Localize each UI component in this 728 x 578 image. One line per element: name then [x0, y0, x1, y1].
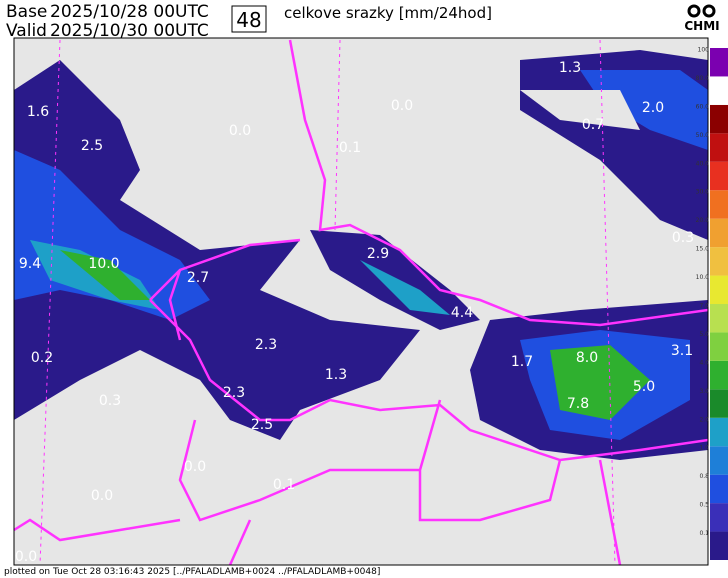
colorbar-label: 3.0: [699, 388, 709, 395]
colorbar-label: 7.0: [699, 303, 709, 310]
point-value: 2.3: [223, 385, 245, 401]
point-value: 4.4: [451, 305, 473, 321]
colorbar-swatch: [710, 503, 728, 532]
colorbar-label: 100: [698, 47, 710, 54]
logo-icon: [702, 4, 716, 18]
colorbar-label: 40.0: [696, 160, 710, 167]
point-value: 1.3: [559, 60, 581, 76]
colorbar-label: 0.1: [699, 530, 709, 537]
colorbar-label: 4.0: [699, 359, 709, 366]
colorbar-swatch: [710, 48, 728, 77]
logo: CHMI: [684, 19, 719, 33]
colorbar-swatch: [710, 531, 728, 560]
forecast-hour: 48: [236, 8, 261, 32]
border: [13, 39, 709, 566]
colorbar-swatch: [710, 133, 728, 162]
precip-area: [60, 250, 150, 300]
point-value: 0.3: [99, 393, 121, 409]
point-value: 2.7: [187, 270, 209, 286]
colorbar-swatch: [710, 275, 728, 304]
valid-label: Valid: [6, 21, 47, 41]
colorbar-label: 80.0: [696, 75, 710, 82]
colorbar-label: 30.0: [696, 189, 710, 196]
point-value: 0.0: [391, 98, 413, 114]
colorbar-swatch: [710, 474, 728, 504]
point-value: 0.1: [339, 140, 361, 156]
colorbar-label: 1.0: [699, 445, 709, 452]
point-value: 8.0: [576, 350, 598, 366]
colorbar-label: 10.0: [696, 274, 710, 281]
point-value: 0.3: [672, 230, 694, 246]
precip-area: [360, 260, 450, 315]
colorbar-label: 60.0: [696, 103, 710, 110]
base-time: 2025/10/28 00UTC: [50, 2, 209, 22]
map-frame: [13, 37, 709, 566]
point-value: 9.4: [19, 256, 41, 272]
valid-time: 2025/10/30 00UTC: [50, 21, 209, 41]
colorbar-swatch: [710, 104, 728, 134]
point-value: 2.3: [255, 337, 277, 353]
precip-area: [550, 345, 650, 420]
colorbar-swatch: [710, 304, 728, 333]
colorbar-label: 0.8: [699, 473, 709, 480]
colorbar-swatch: [710, 417, 728, 447]
point-value: 0.0: [229, 123, 251, 139]
colorbar-swatch: [710, 218, 728, 248]
base-label: Base: [6, 2, 47, 22]
point-value: 2.0: [642, 100, 664, 116]
colorbar-swatch: [710, 190, 728, 219]
logo-icon: [687, 4, 701, 18]
colorbar-swatch: [710, 389, 728, 418]
colorbar-swatch: [710, 332, 728, 361]
point-value: 10.0: [88, 256, 119, 272]
point-value: 0.0: [91, 488, 113, 504]
point-value: 1.6: [27, 104, 49, 120]
point-value: 2.9: [367, 246, 389, 262]
point-value: 7.8: [567, 396, 589, 412]
colorbar-swatch: [710, 446, 728, 475]
colorbar-label: 15.0: [696, 246, 710, 253]
hour-box: [231, 5, 267, 33]
point-value: 0.0: [15, 549, 37, 565]
point-value: 0.7: [582, 117, 604, 133]
colorbar: 0.1 0.5 0.8 1.0 2.0 3.0 4.0 5.0 7.0 10.0 15.0 20.0 3…: [696, 47, 728, 560]
colorbar-label: 5.0: [699, 331, 709, 338]
colorbar-swatch: [710, 161, 728, 191]
title: celkove srazky [mm/24hod]: [284, 4, 492, 22]
dry-area: [520, 90, 640, 130]
colorbar-label: 50.0: [696, 132, 710, 139]
colorbar-label: 2.0: [699, 416, 709, 423]
colorbar-label: 0.5: [699, 502, 709, 509]
point-value: 3.1: [671, 343, 693, 359]
point-value: 5.0: [633, 379, 655, 395]
point-value: 1.3: [325, 367, 347, 383]
point-value: 0.1: [273, 477, 295, 493]
point-value: 2.5: [81, 138, 103, 154]
point-value: 0.0: [184, 459, 206, 475]
colorbar-swatch: [710, 360, 728, 390]
colorbar-label: 20.0: [696, 217, 710, 224]
footer: plotted on Tue Oct 28 03:16:43 2025 [../…: [4, 567, 380, 577]
colorbar-swatch: [710, 76, 728, 105]
point-value: 2.5: [251, 417, 273, 433]
map: 1.3 0.0 2.0 0.0 1.6 2.5 0.1 0.7 0.3 9.4 …: [13, 37, 709, 566]
colorbar-swatch: [710, 247, 728, 276]
precip-area: [14, 60, 420, 440]
point-value: 1.7: [511, 354, 533, 370]
point-value: 0.2: [31, 350, 53, 366]
